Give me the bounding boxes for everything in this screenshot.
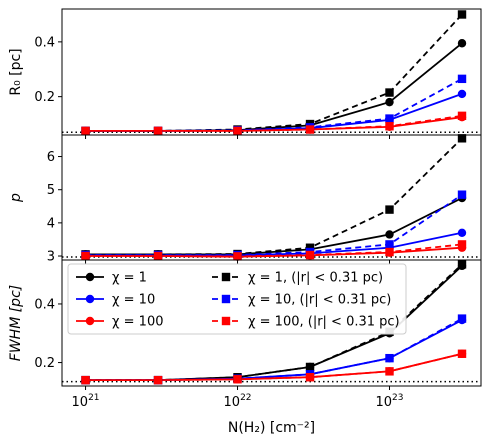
data-point xyxy=(457,89,467,99)
legend-entry: χ = 1 xyxy=(76,271,147,286)
data-point xyxy=(385,240,394,249)
data-point xyxy=(457,39,467,48)
data-point xyxy=(385,230,394,239)
data-point xyxy=(385,122,394,131)
x-axis-label: N(H₂) [cm⁻²] xyxy=(228,420,315,436)
chart-panels: 0.2 0.4 R₀ [pc] 3 4 5 6 p 0.2 0.4 FWHM [pc] xyxy=(8,8,482,390)
series-line xyxy=(85,352,463,382)
data-point xyxy=(385,367,394,376)
data-point xyxy=(385,205,394,214)
y-tick-label: 6 xyxy=(47,150,55,165)
data-point xyxy=(457,349,467,358)
series-line xyxy=(85,243,463,258)
data-point xyxy=(305,250,315,260)
series-chi100-dashed xyxy=(81,240,467,261)
panel-r0: 0.2 0.4 R₀ [pc] xyxy=(8,8,482,139)
legend-label: χ = 100, (|r| < 0.31 pc) xyxy=(248,315,400,330)
data-point xyxy=(385,97,394,107)
data-point xyxy=(385,353,394,363)
data-point xyxy=(457,111,467,121)
panel-frame xyxy=(61,8,482,136)
y-tick-label: 3 xyxy=(47,250,55,265)
data-point xyxy=(457,10,467,19)
data-point xyxy=(457,190,467,199)
data-point xyxy=(385,247,394,257)
data-point xyxy=(305,362,315,372)
data-point xyxy=(457,240,467,249)
panel-frame xyxy=(61,259,482,387)
y-axis-label: FWHM [pc] xyxy=(8,285,24,361)
legend-entry: χ = 100 xyxy=(76,315,163,330)
series-line xyxy=(85,137,463,256)
series-line xyxy=(85,42,463,132)
y-tick-label: 4 xyxy=(47,216,55,231)
panel-p: 3 4 5 6 p xyxy=(8,134,482,265)
y-tick-label: 0.2 xyxy=(34,90,55,105)
data-point xyxy=(457,260,467,269)
data-point xyxy=(153,126,163,136)
data-point xyxy=(385,114,394,123)
data-point xyxy=(153,251,163,261)
data-point xyxy=(233,252,242,261)
series-chi1-solid xyxy=(81,193,467,259)
y-axis-label: R₀ [pc] xyxy=(8,48,24,95)
data-point xyxy=(457,314,467,323)
data-point xyxy=(81,251,90,261)
data-point xyxy=(457,134,467,143)
data-point xyxy=(457,74,467,84)
data-point xyxy=(305,125,315,134)
panel-fwhm: 0.2 0.4 FWHM [pc] xyxy=(8,259,482,390)
data-point xyxy=(233,375,242,384)
x-tick-label: 1022 xyxy=(224,393,252,410)
data-point xyxy=(233,126,242,136)
chart-legend: χ = 1 χ = 10 χ = 100 χ = 1, (|r| < 0.31 pc)… xyxy=(67,263,407,335)
legend-label: χ = 10 xyxy=(112,293,155,308)
series-chi100-dashed xyxy=(81,349,467,385)
y-tick-label: 0.4 xyxy=(34,297,55,312)
data-point xyxy=(385,88,394,97)
data-point xyxy=(81,126,90,136)
legend-entry: χ = 1, (|r| < 0.31 pc) xyxy=(212,271,383,286)
series-chi1-solid xyxy=(81,39,467,136)
legend-label: χ = 1, (|r| < 0.31 pc) xyxy=(248,271,383,286)
data-point xyxy=(305,373,315,382)
data-point xyxy=(457,228,467,238)
legend-entry: χ = 100, (|r| < 0.31 pc) xyxy=(212,315,400,330)
legend-entry: χ = 10, (|r| < 0.31 pc) xyxy=(212,293,391,308)
data-point xyxy=(81,375,90,385)
series-line xyxy=(85,193,463,256)
x-axis: 1021 1022 1023 N(H₂) [cm⁻²] xyxy=(72,393,404,436)
legend-label: χ = 10, (|r| < 0.31 pc) xyxy=(248,293,391,308)
series-chi100-dashed xyxy=(81,111,467,136)
series-line xyxy=(85,197,463,256)
legend-label: χ = 1 xyxy=(112,271,147,286)
x-tick-label: 1021 xyxy=(72,393,100,410)
legend-entry: χ = 10 xyxy=(76,293,155,308)
y-tick-label: 5 xyxy=(47,183,55,198)
data-point xyxy=(153,375,163,385)
series-line xyxy=(85,114,463,132)
data-point xyxy=(305,243,315,252)
legend-label: χ = 100 xyxy=(112,315,163,330)
y-axis-label: p xyxy=(8,193,24,203)
series-chi1-dashed xyxy=(81,134,467,259)
y-tick-label: 0.4 xyxy=(34,35,55,50)
x-tick-label: 1023 xyxy=(375,393,403,410)
series-chi1-dashed xyxy=(81,10,467,136)
series-chi10-dashed xyxy=(81,74,467,136)
y-tick-label: 0.2 xyxy=(34,356,55,371)
